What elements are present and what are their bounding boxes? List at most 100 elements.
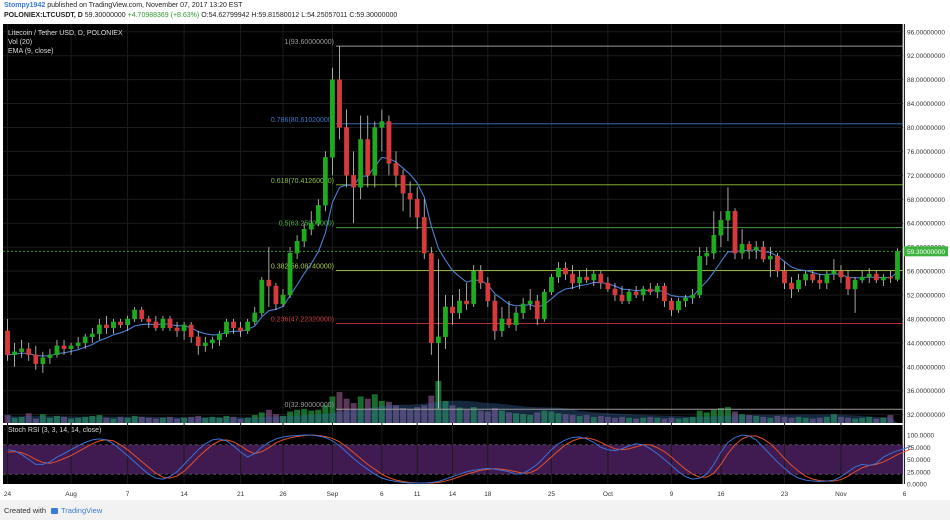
- candle[interactable]: [711, 211, 717, 260]
- candle[interactable]: [273, 283, 279, 310]
- candle[interactable]: [513, 306, 519, 331]
- candle[interactable]: [337, 46, 342, 140]
- candle[interactable]: [224, 318, 229, 337]
- candle[interactable]: [704, 247, 710, 266]
- candle[interactable]: [372, 121, 378, 188]
- candle[interactable]: [75, 336, 81, 349]
- candle[interactable]: [202, 336, 208, 352]
- candle[interactable]: [188, 321, 194, 343]
- candle[interactable]: [47, 348, 53, 364]
- candle[interactable]: [767, 247, 773, 278]
- candle[interactable]: [527, 289, 533, 310]
- candle[interactable]: [12, 342, 17, 367]
- candle[interactable]: [683, 294, 688, 307]
- candle[interactable]: [775, 253, 780, 278]
- candle[interactable]: [873, 271, 879, 284]
- candle[interactable]: [633, 286, 639, 298]
- candle[interactable]: [725, 187, 731, 242]
- candle[interactable]: [619, 286, 625, 304]
- candle[interactable]: [478, 265, 484, 290]
- candle[interactable]: [259, 277, 265, 316]
- candle[interactable]: [315, 199, 321, 227]
- candle[interactable]: [174, 321, 180, 337]
- candle[interactable]: [817, 274, 823, 290]
- candle[interactable]: [428, 247, 434, 355]
- candle[interactable]: [612, 283, 618, 301]
- candle[interactable]: [888, 271, 893, 284]
- candle[interactable]: [379, 109, 385, 152]
- candle[interactable]: [492, 294, 498, 340]
- candle[interactable]: [322, 151, 328, 212]
- candle[interactable]: [506, 300, 512, 328]
- candle[interactable]: [287, 247, 293, 298]
- candle[interactable]: [584, 268, 590, 284]
- candle[interactable]: [111, 318, 116, 334]
- candle[interactable]: [676, 297, 681, 313]
- candle[interactable]: [556, 262, 561, 284]
- candle[interactable]: [118, 318, 123, 328]
- candle[interactable]: [167, 315, 173, 331]
- candle[interactable]: [669, 297, 674, 316]
- candle[interactable]: [421, 199, 427, 260]
- candle[interactable]: [231, 318, 236, 334]
- candle[interactable]: [810, 271, 816, 284]
- candle[interactable]: [351, 151, 357, 224]
- candle[interactable]: [344, 109, 349, 188]
- candle[interactable]: [358, 115, 364, 200]
- candle[interactable]: [33, 345, 39, 370]
- candle[interactable]: [534, 294, 540, 325]
- candle[interactable]: [146, 315, 152, 328]
- candle[interactable]: [54, 339, 60, 358]
- candle[interactable]: [852, 277, 858, 313]
- candle[interactable]: [499, 306, 505, 337]
- candle[interactable]: [831, 259, 837, 281]
- tradingview-link[interactable]: TradingView: [51, 506, 102, 515]
- candle[interactable]: [153, 315, 159, 331]
- candle[interactable]: [5, 318, 10, 361]
- candle[interactable]: [238, 321, 243, 337]
- candle[interactable]: [485, 277, 491, 307]
- candle[interactable]: [386, 115, 392, 176]
- candle[interactable]: [407, 181, 413, 218]
- candle[interactable]: [570, 265, 575, 290]
- candle[interactable]: [803, 271, 809, 287]
- candle[interactable]: [760, 241, 766, 263]
- candle[interactable]: [471, 265, 477, 307]
- candle[interactable]: [400, 169, 406, 212]
- candle[interactable]: [266, 247, 272, 307]
- author-link[interactable]: Stompy1942: [4, 2, 46, 9]
- candle[interactable]: [40, 351, 46, 373]
- candle[interactable]: [739, 229, 745, 260]
- candle[interactable]: [548, 274, 554, 295]
- candle[interactable]: [125, 315, 130, 331]
- candle[interactable]: [520, 297, 526, 319]
- candle[interactable]: [132, 306, 138, 322]
- candle[interactable]: [139, 306, 145, 322]
- candle[interactable]: [662, 283, 667, 307]
- candle[interactable]: [280, 289, 286, 307]
- candle[interactable]: [654, 283, 660, 298]
- candle[interactable]: [895, 248, 900, 282]
- candle[interactable]: [859, 271, 865, 284]
- candle[interactable]: [732, 208, 738, 260]
- candle[interactable]: [301, 223, 307, 248]
- candle[interactable]: [365, 115, 371, 188]
- candle[interactable]: [294, 235, 300, 260]
- candle[interactable]: [880, 274, 886, 287]
- candle[interactable]: [96, 318, 102, 340]
- candle[interactable]: [690, 289, 696, 304]
- candle[interactable]: [782, 262, 787, 290]
- candle[interactable]: [640, 286, 646, 301]
- candle[interactable]: [718, 211, 724, 248]
- candle[interactable]: [330, 67, 335, 176]
- candle[interactable]: [591, 271, 597, 287]
- candle[interactable]: [697, 247, 703, 298]
- candle[interactable]: [68, 342, 74, 355]
- candle[interactable]: [647, 283, 653, 295]
- candle[interactable]: [605, 277, 611, 292]
- candle[interactable]: [845, 271, 851, 295]
- candle[interactable]: [753, 241, 759, 260]
- candle[interactable]: [414, 187, 420, 230]
- candle[interactable]: [563, 262, 568, 281]
- candle[interactable]: [308, 211, 314, 236]
